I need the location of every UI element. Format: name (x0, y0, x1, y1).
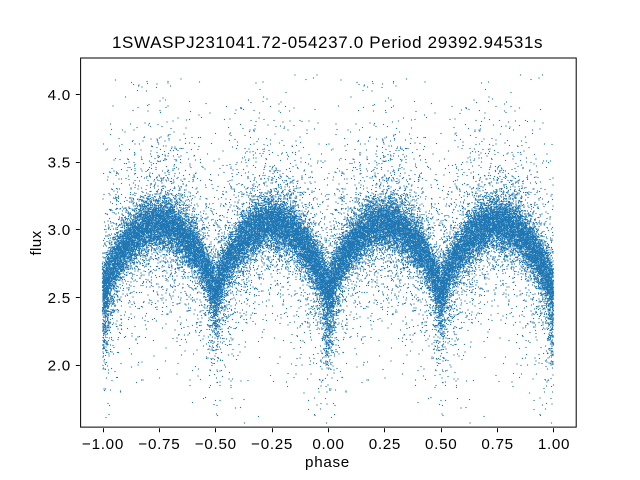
svg-text:3.0: 3.0 (48, 222, 71, 239)
svg-text:1SWASPJ231041.72-054237.0 Peri: 1SWASPJ231041.72-054237.0 Period 29392.9… (112, 33, 543, 52)
svg-text:1.00: 1.00 (538, 436, 570, 453)
svg-text:−1.00: −1.00 (82, 436, 124, 453)
svg-text:2.5: 2.5 (48, 290, 71, 307)
svg-text:2.0: 2.0 (48, 357, 71, 374)
svg-text:flux: flux (28, 230, 45, 255)
svg-text:phase: phase (305, 454, 350, 471)
svg-text:−0.25: −0.25 (251, 436, 293, 453)
svg-text:0.50: 0.50 (425, 436, 457, 453)
svg-text:0.25: 0.25 (369, 436, 401, 453)
svg-text:−0.75: −0.75 (138, 436, 180, 453)
svg-text:4.0: 4.0 (48, 87, 71, 104)
svg-text:−0.50: −0.50 (195, 436, 237, 453)
svg-text:0.00: 0.00 (312, 436, 344, 453)
svg-text:3.5: 3.5 (48, 155, 71, 172)
svg-text:0.75: 0.75 (481, 436, 513, 453)
